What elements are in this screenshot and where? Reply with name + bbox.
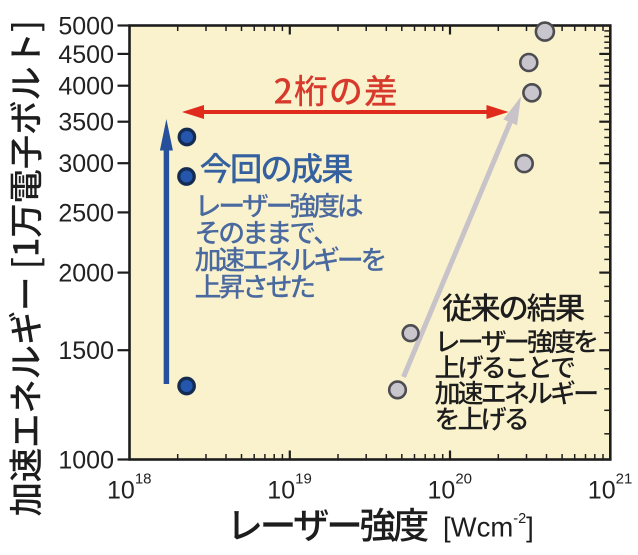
svg-text:3500: 3500 [58, 109, 114, 137]
svg-text:5000: 5000 [58, 13, 114, 41]
svg-text:2500: 2500 [58, 199, 114, 227]
svg-text:4000: 4000 [58, 73, 114, 101]
svg-text:1000: 1000 [58, 447, 114, 475]
svg-text:3000: 3000 [58, 150, 114, 178]
svg-text:1500: 1500 [58, 337, 114, 365]
svg-text:2000: 2000 [58, 260, 114, 288]
svg-text:4500: 4500 [58, 41, 114, 69]
